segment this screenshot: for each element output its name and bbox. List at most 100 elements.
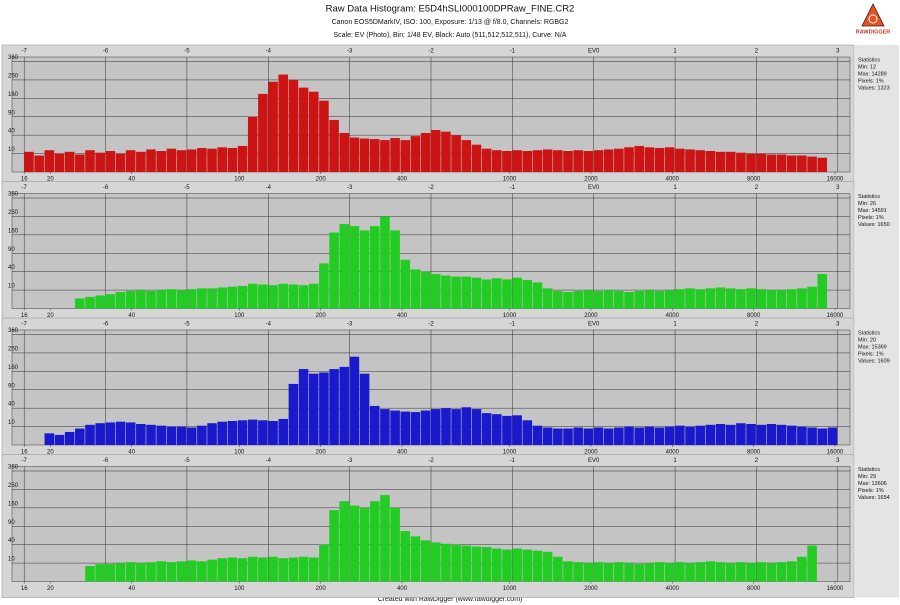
histogram-bar bbox=[695, 150, 705, 172]
histogram-bar bbox=[461, 545, 472, 582]
x-tick-label-top: -4 bbox=[266, 458, 272, 464]
histogram-bar bbox=[207, 148, 217, 172]
y-tick-label: 10 bbox=[8, 147, 15, 153]
statistics-line: Values: 1609 bbox=[858, 358, 890, 364]
x-tick-label-bottom: 1000 bbox=[503, 177, 517, 183]
histogram-bar bbox=[288, 557, 299, 582]
histogram-bar bbox=[593, 427, 604, 445]
stats-panel bbox=[855, 318, 899, 461]
histogram-bar bbox=[359, 230, 370, 309]
histogram-bar bbox=[176, 426, 187, 445]
histogram-bar bbox=[115, 421, 126, 445]
histogram-bar bbox=[532, 282, 543, 309]
x-tick-label-bottom: 2000 bbox=[584, 450, 598, 456]
histogram-bar bbox=[319, 544, 329, 582]
histogram-bar bbox=[390, 138, 400, 172]
histogram-bar bbox=[624, 292, 634, 309]
histogram-bar bbox=[746, 563, 756, 582]
x-tick-label-bottom: 4000 bbox=[666, 586, 680, 592]
histogram-bar bbox=[308, 557, 319, 582]
histogram-bar bbox=[603, 428, 614, 445]
x-tick-label-bottom: 40 bbox=[128, 450, 135, 456]
histogram-bar bbox=[390, 410, 400, 445]
histogram-bar bbox=[217, 421, 228, 445]
histogram-bar bbox=[227, 286, 238, 309]
histogram-bar bbox=[532, 425, 543, 445]
histogram-bar bbox=[654, 562, 665, 582]
histogram-bar bbox=[125, 291, 136, 309]
histogram-bar bbox=[339, 501, 350, 582]
histogram-bar bbox=[380, 140, 390, 172]
histogram-bar bbox=[136, 563, 146, 582]
histogram-bar bbox=[583, 428, 594, 445]
histogram-bar bbox=[197, 425, 207, 445]
histogram-bar bbox=[583, 563, 594, 582]
histogram-bar bbox=[675, 562, 685, 582]
y-tick-label: 10 bbox=[8, 557, 15, 563]
histogram-bar bbox=[573, 291, 583, 309]
histogram-bar bbox=[471, 409, 482, 445]
x-tick-label-bottom: 2000 bbox=[584, 586, 598, 592]
histogram-bar bbox=[807, 286, 817, 309]
histogram-bar bbox=[410, 136, 421, 172]
histogram-bar bbox=[532, 550, 543, 582]
histogram-bar bbox=[380, 495, 390, 582]
histogram-bar bbox=[207, 288, 217, 309]
histogram-bar bbox=[542, 427, 553, 445]
histogram-bar bbox=[695, 425, 705, 445]
histogram-bar bbox=[522, 420, 533, 445]
histogram-bar bbox=[797, 556, 807, 582]
histogram-bar bbox=[298, 369, 309, 445]
histogram-bar bbox=[644, 426, 655, 445]
histogram-bar bbox=[431, 130, 441, 172]
histogram-bar bbox=[288, 383, 299, 445]
histogram-bar bbox=[115, 153, 126, 172]
logo-mark bbox=[868, 14, 878, 24]
histogram-bar bbox=[461, 407, 472, 445]
histogram-bar bbox=[634, 427, 644, 445]
histogram-bar bbox=[736, 289, 746, 309]
histogram-bar bbox=[125, 562, 136, 582]
histogram-bar bbox=[766, 563, 777, 582]
histogram-bar bbox=[339, 224, 350, 309]
statistics-line: Pixels: 1% bbox=[858, 78, 884, 84]
histogram-bar bbox=[786, 289, 797, 309]
histogram-bar bbox=[85, 566, 95, 582]
x-tick-label-top: -1 bbox=[510, 49, 516, 55]
histogram-bar bbox=[136, 151, 146, 172]
histogram-bar bbox=[339, 132, 350, 172]
histogram-bar bbox=[197, 288, 207, 309]
histogram-bar bbox=[542, 149, 553, 172]
histogram-bar bbox=[512, 277, 522, 309]
histogram-bar bbox=[715, 151, 726, 172]
histogram-bar bbox=[807, 427, 817, 445]
histogram-bar bbox=[644, 147, 655, 172]
histogram-bar bbox=[695, 289, 705, 309]
histogram-bar bbox=[278, 558, 289, 582]
histogram-bar bbox=[75, 428, 85, 445]
x-tick-label-top: -5 bbox=[184, 458, 190, 464]
y-tick-label: 250 bbox=[8, 74, 19, 80]
x-tick-label-bottom: 40 bbox=[128, 177, 135, 183]
x-tick-label-bottom: 100 bbox=[234, 313, 245, 319]
histogram-bar bbox=[664, 563, 675, 582]
x-tick-label-top: -1 bbox=[510, 458, 516, 464]
histogram-bar bbox=[44, 433, 55, 445]
histogram-bar bbox=[502, 151, 512, 172]
x-tick-label-bottom: 16 bbox=[21, 450, 28, 456]
x-tick-label-bottom: 16 bbox=[21, 177, 28, 183]
x-tick-label-top: -4 bbox=[266, 322, 272, 328]
histogram-bar bbox=[492, 548, 502, 582]
x-tick-label-bottom: 20 bbox=[47, 313, 54, 319]
x-tick-label-top: -6 bbox=[103, 458, 109, 464]
histogram-bar bbox=[827, 427, 838, 445]
histogram-bar bbox=[278, 418, 289, 445]
histogram-bar bbox=[451, 544, 461, 582]
histogram-bar bbox=[776, 424, 787, 445]
histogram-bar bbox=[634, 145, 644, 172]
histogram-bar bbox=[258, 557, 268, 582]
x-tick-label-top: 2 bbox=[755, 185, 759, 191]
histogram-bar bbox=[349, 356, 360, 445]
